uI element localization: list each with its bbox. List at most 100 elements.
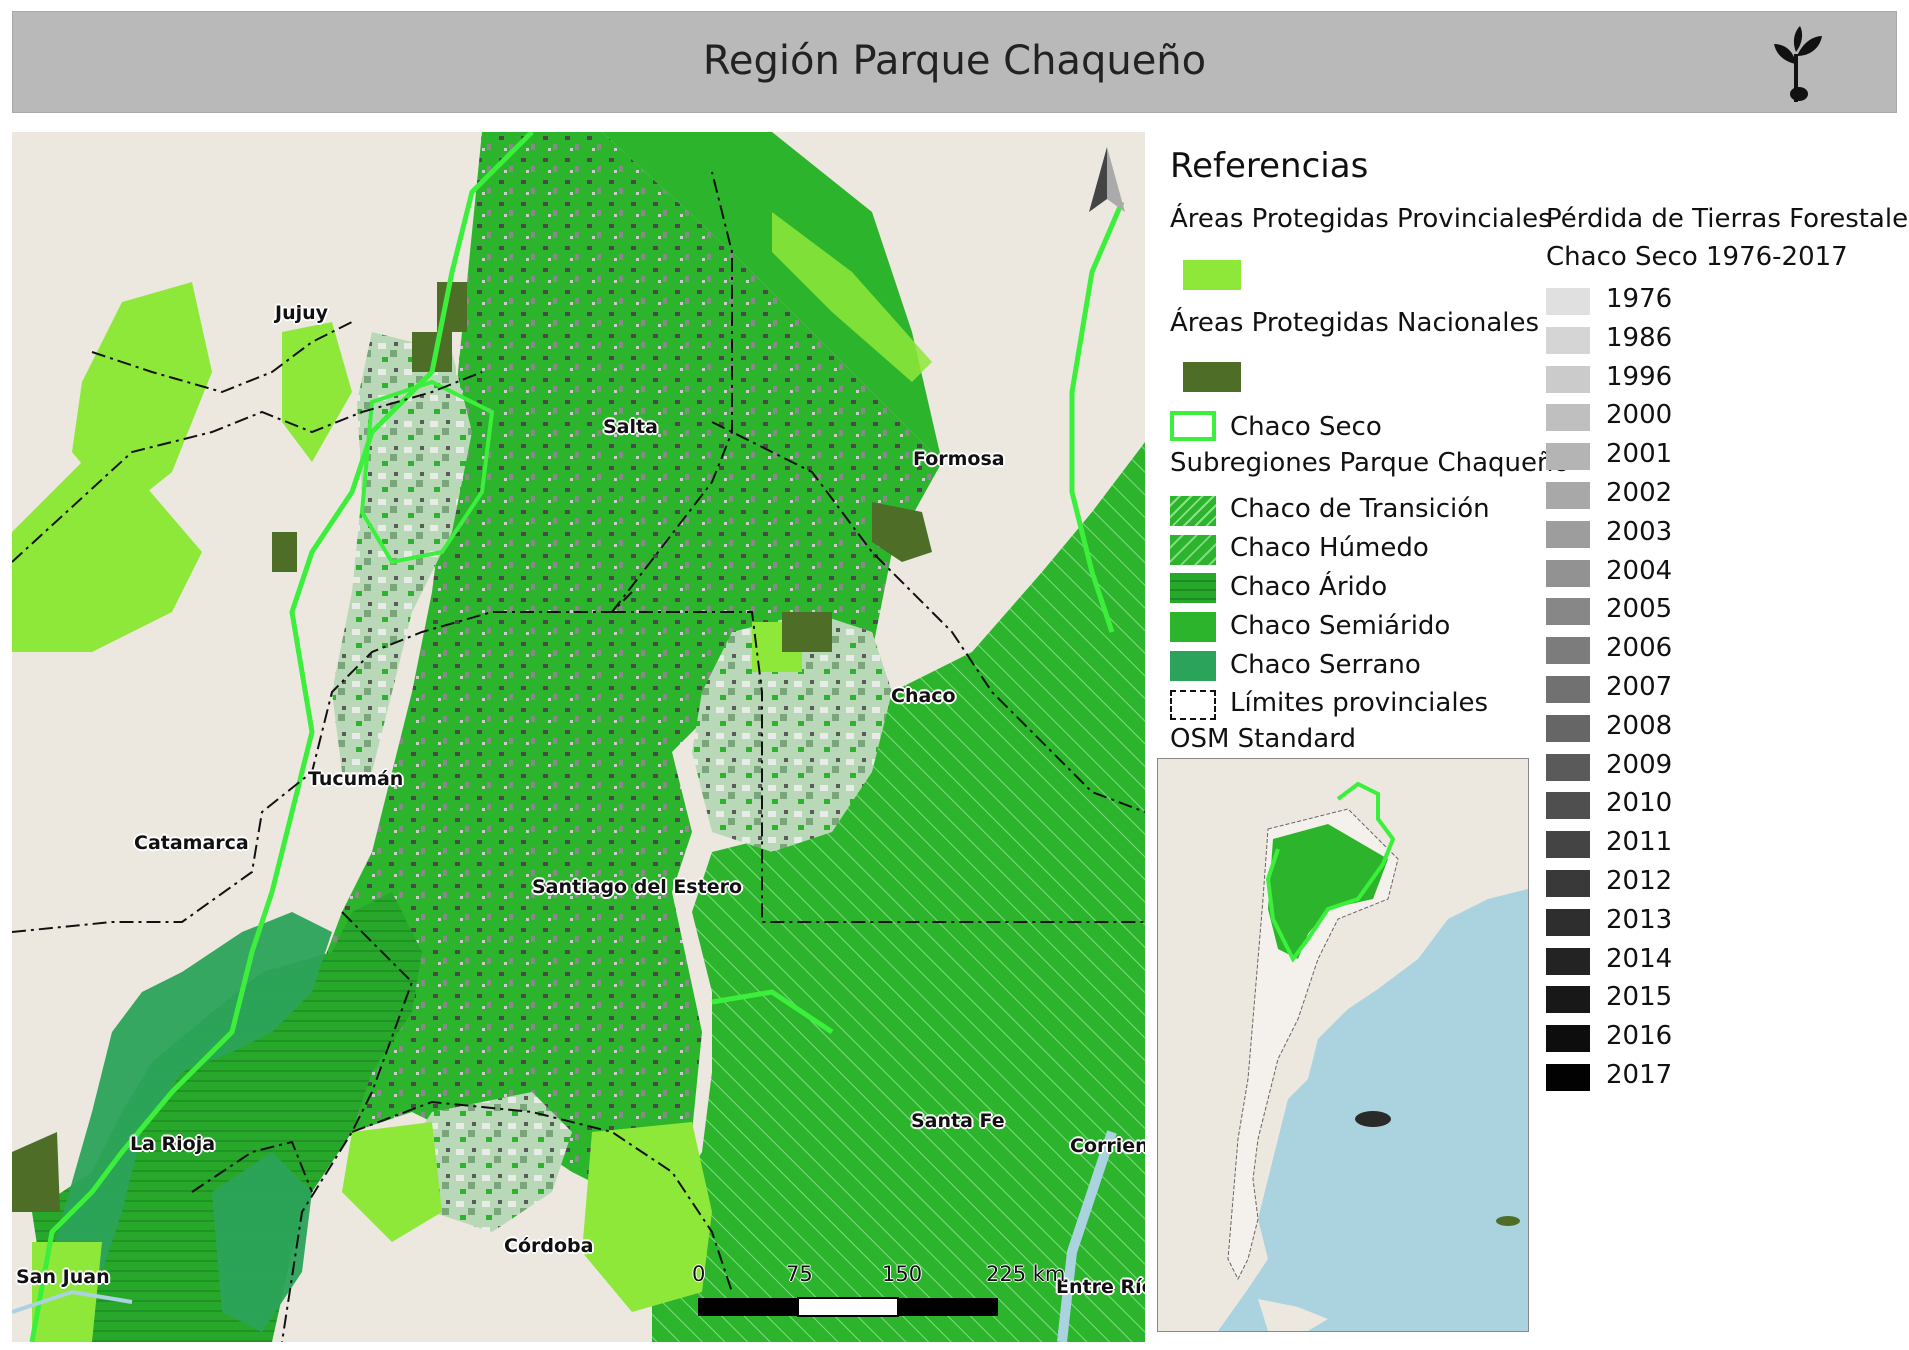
year-label: 2015 [1606,982,1673,1013]
inset-island [1355,1111,1391,1127]
legend-chaco-seco-label: Chaco Seco [1230,412,1382,442]
page-title: Región Parque Chaqueño [702,38,1207,84]
chaco-arido-area [32,892,422,1342]
scale-label-75: 75 [786,1262,813,1286]
national-area-2 [782,612,832,652]
year-label: 2012 [1606,865,1673,896]
year-swatch [1546,1063,1590,1091]
inset-canvas [1158,759,1528,1331]
label-entre-rios: Entre Ríc [1056,1276,1145,1298]
year-swatch [1546,288,1590,315]
legend-swatch-transicion [1170,496,1216,526]
legend-swatch-semiarido [1170,612,1216,642]
inset-argentina [1227,808,1399,1281]
legend-swatch-provincial [1183,260,1241,290]
north-arrow-icon [1089,147,1125,212]
year-swatch [1546,908,1590,936]
year-label: 2016 [1606,1021,1673,1052]
year-label: 2017 [1606,1059,1673,1090]
legend-limits-label: Límites provinciales [1230,688,1489,718]
legend-swatch-humedo [1170,535,1216,565]
year-label: 2007 [1606,671,1673,702]
legend-swatch-chaco-seco [1170,411,1216,441]
year-swatch [1546,753,1590,781]
year-label: 2006 [1606,633,1673,664]
label-cordoba: Córdoba [504,1235,594,1257]
provincial-area-5 [342,1122,442,1242]
legend-transicion-label: Chaco de Transición [1230,494,1490,524]
label-chaco: Chaco [891,685,956,707]
map-canvas [12,132,1145,1342]
national-area-6 [412,332,452,372]
year-label: 1986 [1606,322,1673,353]
year-swatch [1546,598,1590,626]
year-label: 2009 [1606,749,1673,780]
year-swatch [1546,637,1590,665]
label-santa-fe: Santa Fe [911,1110,1005,1132]
year-swatch [1546,1025,1590,1053]
label-santiago: Santiago del Estero [532,876,743,898]
river-2 [12,1289,133,1314]
year-label: 2001 [1606,439,1673,470]
year-label: 1996 [1606,361,1673,392]
chaco-semiarido-east [602,132,942,462]
national-area-5 [12,1132,60,1212]
scale-label-150: 150 [882,1262,923,1286]
year-swatch [1546,831,1590,859]
inset-island-2 [1496,1216,1520,1226]
year-label: 2000 [1606,400,1673,431]
label-san-juan: San Juan [16,1266,110,1288]
provincial-area-3 [282,322,352,462]
year-label: 2011 [1606,827,1673,858]
year-label: 2014 [1606,943,1673,974]
legend-swatch-limits [1170,690,1216,720]
year-swatch [1546,481,1590,509]
year-swatch [1546,365,1590,393]
inset-chaco-region [1268,824,1388,959]
legend-semiarido-label: Chaco Semiárido [1230,611,1451,641]
year-swatch [1546,986,1590,1014]
year-swatch [1546,520,1590,548]
year-label: 2010 [1606,788,1673,819]
year-swatch [1546,559,1590,587]
inset-map[interactable] [1157,758,1529,1332]
label-catamarca: Catamarca [134,832,249,854]
year-label: 2004 [1606,555,1673,586]
year-label: 2013 [1606,904,1673,935]
provincial-area-8 [772,212,932,382]
label-formosa: Formosa [913,448,1005,470]
legend-heading: Referencias [1170,146,1369,186]
river [1057,1130,1117,1342]
year-swatch [1546,326,1590,354]
provincial-area-4 [582,1122,712,1312]
inset-chaco-seco-outline [1265,781,1396,963]
main-map[interactable]: Jujuy Salta Formosa Chaco Tucumán Catama… [12,132,1145,1342]
year-swatch [1546,404,1590,432]
year-label: 2003 [1606,516,1673,547]
chaco-seco-outline [29,132,1125,1342]
year-swatch [1546,869,1590,897]
legend-arido-label: Chaco Árido [1230,572,1388,602]
scale-label-225: 225 km [986,1262,1066,1286]
scale-bar [698,1297,998,1317]
legend-serrano-label: Chaco Serrano [1230,650,1421,680]
label-corrientes: Corrien [1070,1135,1145,1157]
legend-osm-label: OSM Standard [1170,724,1356,754]
label-salta: Salta [603,416,658,438]
chaco-serrano-south [212,1152,312,1332]
year-swatch [1546,675,1590,703]
year-label: 2008 [1606,710,1673,741]
label-tucuman: Tucumán [308,768,404,790]
year-swatch [1546,443,1590,471]
title-bar: Región Parque Chaqueño [12,11,1897,113]
label-la-rioja: La Rioja [130,1133,216,1155]
inset-tierra-del-fuego [1258,1299,1328,1331]
provincial-area-1 [72,282,212,512]
national-area-4 [272,532,297,572]
deforestation-chaco [692,612,892,852]
year-swatch [1546,947,1590,975]
provincial-boundaries [12,171,1145,1342]
year-label: 2002 [1606,477,1673,508]
legend-swatch-national [1183,362,1241,392]
chaco-humedo-area [652,442,1145,1342]
